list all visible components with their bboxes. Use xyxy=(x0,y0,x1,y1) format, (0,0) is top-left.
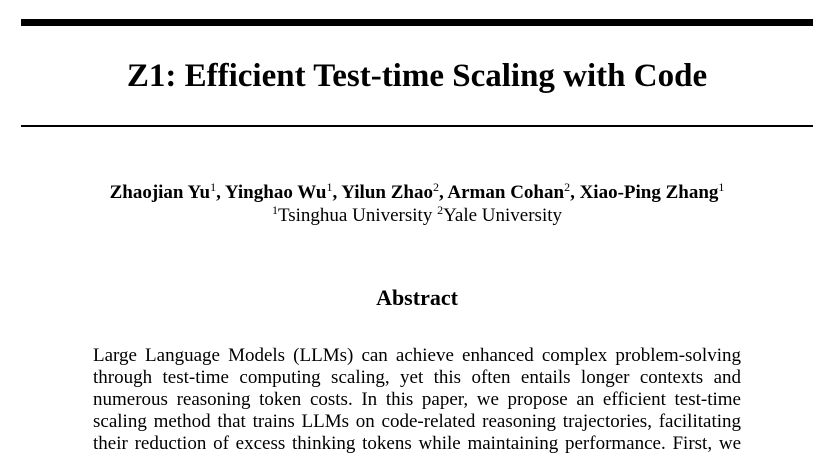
author: Yinghao Wu1, xyxy=(224,180,342,203)
author-affiliation-mark: 1 xyxy=(210,180,217,194)
abstract-line: through test-time computing scaling, yet… xyxy=(93,367,741,388)
abstract-heading: Abstract xyxy=(376,285,458,310)
author: Xiao-Ping Zhang1 xyxy=(579,180,725,203)
author-affiliation-mark: 2 xyxy=(432,180,439,194)
title-bottom-rule xyxy=(21,125,813,127)
author-name: Yinghao Wu xyxy=(224,182,327,203)
author-name: Zhaojian Yu xyxy=(109,182,211,203)
abstract-line: their reduction of excess thinking token… xyxy=(93,433,741,454)
author-affiliation-mark: 1 xyxy=(326,180,333,194)
author: Zhaojian Yu1, xyxy=(109,180,225,203)
author-separator: , xyxy=(216,182,225,203)
author-separator: , xyxy=(332,182,342,203)
author-name: Yilun Zhao xyxy=(341,182,433,203)
author-name: Arman Cohan xyxy=(447,182,565,203)
abstract-line: scaling method that trains LLMs on code-… xyxy=(93,411,741,432)
author-affiliation-mark: 1 xyxy=(718,180,725,194)
affiliation-name: Tsinghua University xyxy=(277,205,438,226)
top-rule xyxy=(21,19,813,26)
abstract-line: numerous reasoning token costs. In this … xyxy=(93,389,741,410)
author: Arman Cohan2, xyxy=(447,180,580,203)
author-list: Zhaojian Yu1, Yinghao Wu1, Yilun Zhao2, … xyxy=(0,180,834,206)
paper-title: Z1: Efficient Test-time Scaling with Cod… xyxy=(126,58,708,94)
abstract-line: Large Language Models (LLMs) can achieve… xyxy=(93,345,741,366)
abstract-body: Large Language Models (LLMs) can achieve… xyxy=(93,345,741,455)
author-separator: , xyxy=(438,182,448,203)
author-affiliation-mark: 2 xyxy=(564,180,571,194)
affiliation-mark: 2 xyxy=(437,203,444,217)
author-name: Xiao-Ping Zhang xyxy=(579,182,719,203)
affiliation-name: Yale University xyxy=(443,205,563,226)
affiliation: 1Tsinghua University xyxy=(271,203,438,226)
author-separator: , xyxy=(570,182,580,203)
affiliation-mark: 1 xyxy=(271,203,278,217)
affiliation: 2Yale University xyxy=(437,203,563,226)
affiliation-list: 1Tsinghua University 2Yale University xyxy=(0,204,834,228)
author: Yilun Zhao2, xyxy=(341,180,448,203)
